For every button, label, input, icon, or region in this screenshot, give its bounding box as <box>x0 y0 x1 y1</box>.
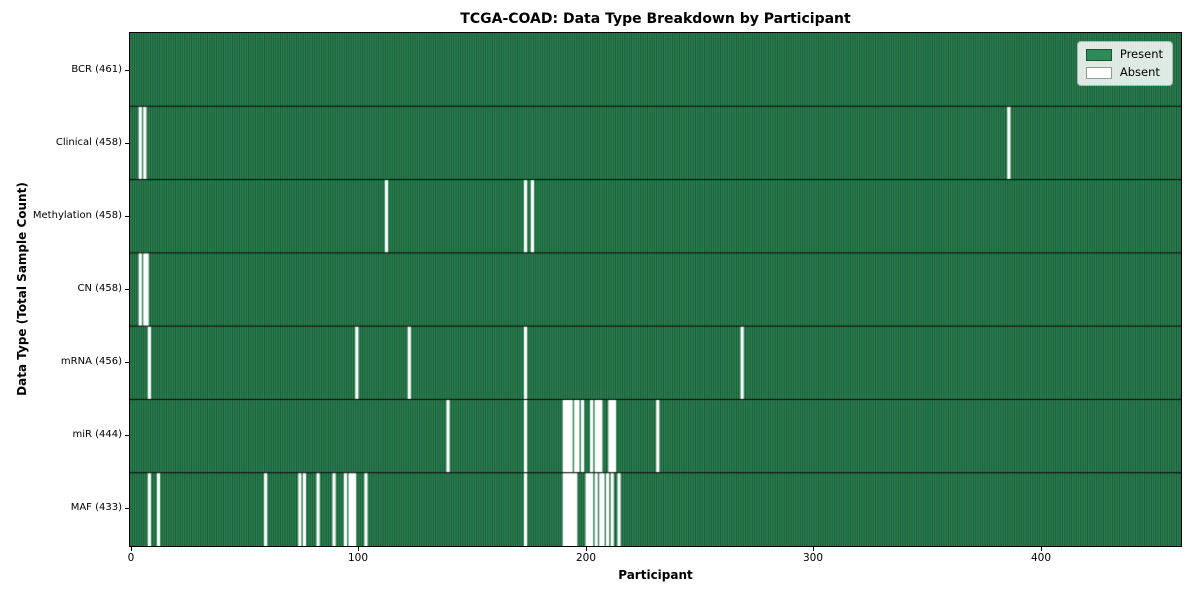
plot-area <box>129 32 1182 547</box>
xtick-mark <box>813 547 814 551</box>
legend: Present Absent <box>1076 41 1173 86</box>
legend-item-absent: Absent <box>1085 65 1163 79</box>
x-axis-label: Participant <box>618 568 693 582</box>
ytick-label-clinical: Clinical (458) <box>55 137 122 148</box>
xtick-label-100: 100 <box>347 552 369 564</box>
xtick-label-300: 300 <box>802 552 824 564</box>
ytick-label-cn: CN (458) <box>77 283 122 294</box>
legend-item-present: Present <box>1085 47 1163 61</box>
ytick-label-bcr: BCR (461) <box>71 64 122 75</box>
ytick-mark <box>125 289 129 290</box>
ytick-label-mrna: mRNA (456) <box>60 356 122 367</box>
ytick-label-maf: MAF (433) <box>70 502 122 513</box>
ytick-mark <box>125 362 129 363</box>
ytick-mark <box>125 143 129 144</box>
ytick-mark <box>125 216 129 217</box>
xtick-label-200: 200 <box>575 552 597 564</box>
chart-title: TCGA-COAD: Data Type Breakdown by Partic… <box>460 11 851 27</box>
xtick-label-0: 0 <box>127 552 135 564</box>
xtick-mark <box>1040 547 1042 551</box>
present-swatch <box>1085 48 1112 61</box>
legend-label-absent: Absent <box>1119 65 1160 79</box>
ytick-label-methylation: Methylation (458) <box>32 210 122 221</box>
heatmap-canvas <box>130 33 1181 546</box>
absent-swatch <box>1085 66 1112 79</box>
ytick-mark <box>125 435 129 436</box>
legend-label-present: Present <box>1119 47 1163 61</box>
ytick-label-mir: miR (444) <box>72 429 122 440</box>
xtick-mark <box>358 547 359 551</box>
xtick-label-400: 400 <box>1030 552 1052 564</box>
xtick-mark <box>130 547 132 551</box>
xtick-mark <box>585 547 587 551</box>
ytick-mark <box>125 70 129 71</box>
ytick-mark <box>125 508 129 509</box>
